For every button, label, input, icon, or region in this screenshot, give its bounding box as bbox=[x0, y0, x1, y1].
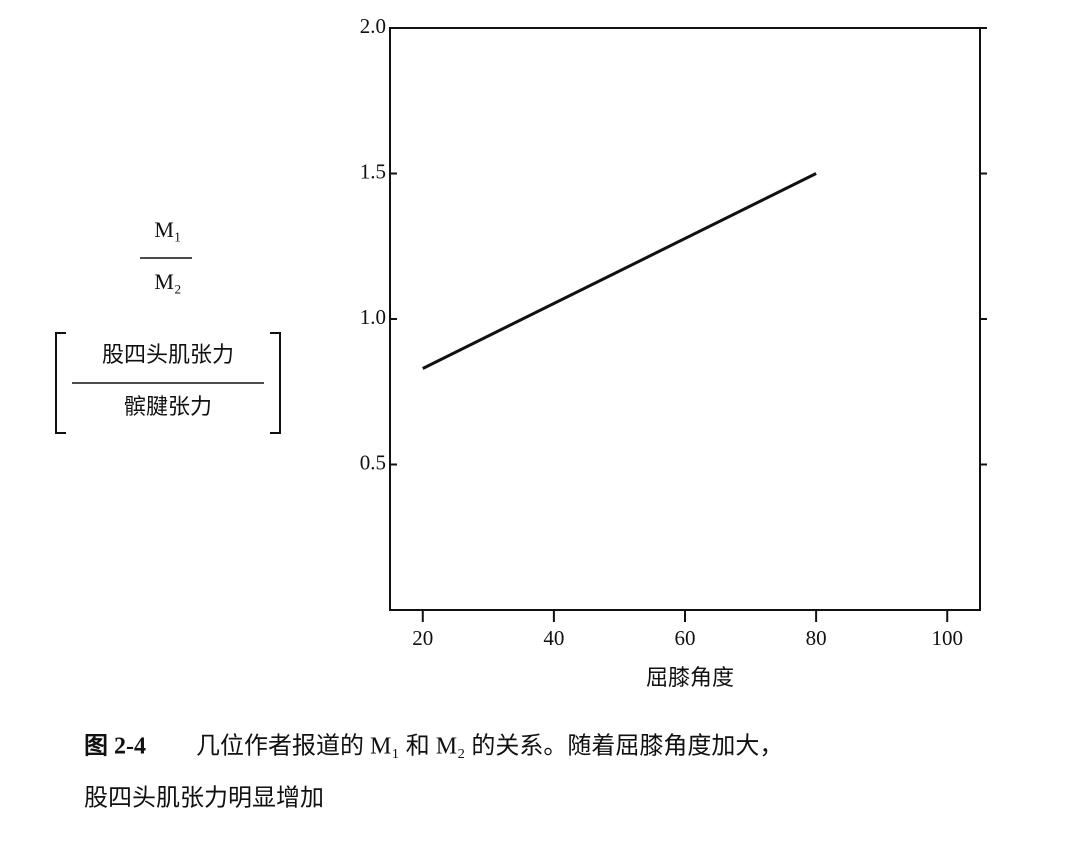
y-tick-label: 0.5 bbox=[360, 450, 386, 474]
x-tick-label: 60 bbox=[675, 626, 696, 650]
caption-line: 几位作者报道的 M₁ 和 M₂ 的关系。随着屈膝角度加大， bbox=[196, 733, 783, 760]
x-axis-label: 屈膝角度 bbox=[646, 665, 734, 690]
y-tick-label: 1.5 bbox=[360, 159, 386, 183]
x-tick-label: 80 bbox=[806, 626, 827, 650]
caption: 图 2-4 几位作者报道的 M₁ 和 M₂ 的关系。随着屈膝角度加大， 股四头肌… bbox=[84, 733, 783, 812]
y-tick-label: 2.0 bbox=[360, 14, 386, 38]
y-axis-label: M₁ M₂ 股四头肌张力 髌腱张力 bbox=[55, 217, 281, 434]
x-tick-label: 100 bbox=[931, 626, 963, 650]
y-label-note-denominator: 髌腱张力 bbox=[124, 394, 212, 419]
y-tick-label: 1.0 bbox=[360, 305, 386, 329]
bracket-right bbox=[270, 332, 281, 434]
plot-frame bbox=[389, 27, 981, 611]
y-label-note-numerator: 股四头肌张力 bbox=[102, 342, 234, 367]
caption-line: 股四头肌张力明显增加 bbox=[84, 785, 324, 812]
y-label-numerator: M₁ bbox=[154, 217, 181, 242]
y-label-denominator: M₂ bbox=[154, 269, 181, 294]
data-line bbox=[422, 172, 817, 370]
x-tick-label: 20 bbox=[412, 626, 433, 650]
figure-label: 图 2-4 bbox=[84, 733, 146, 760]
x-tick-label: 40 bbox=[543, 626, 564, 650]
bracket-left bbox=[55, 332, 66, 434]
